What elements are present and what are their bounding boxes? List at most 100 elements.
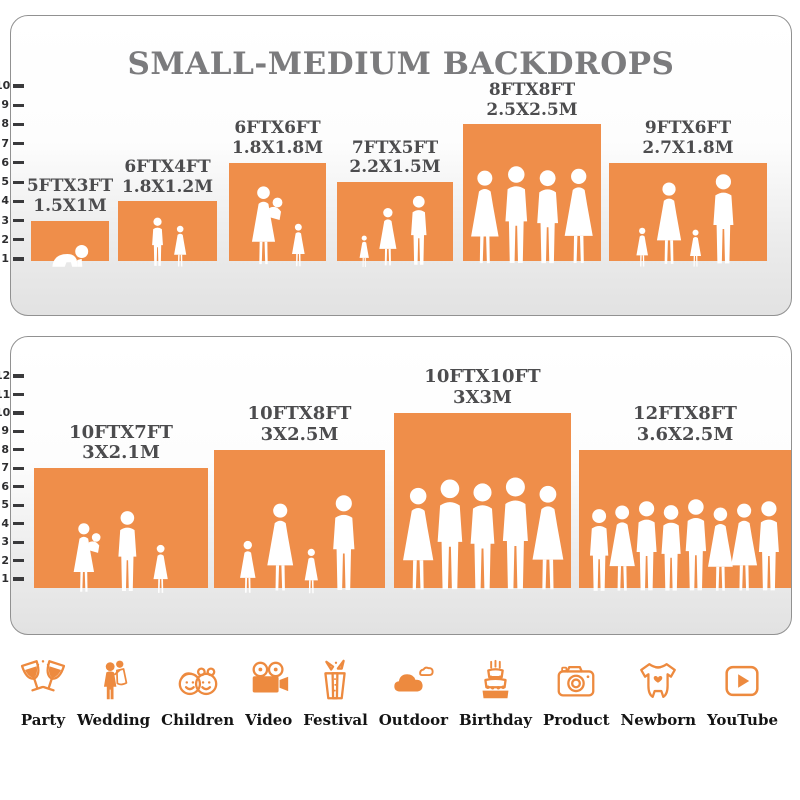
axis-tick-label: 8 [1, 442, 9, 456]
backdrop-size-label: 10FTX10FT 3X3M [424, 366, 541, 409]
people-silhouette [239, 495, 354, 594]
axis-tick-label: 4 [1, 516, 9, 530]
party-icon [20, 652, 66, 704]
backdrop-size-label: 6FTX6FT 1.8X1.8M [231, 118, 324, 159]
product-icon [553, 652, 599, 704]
axis-tick-mark [13, 411, 24, 415]
newborn-icon [635, 652, 681, 704]
category-row: Party Wedding Children Video Festival Outdoor… [0, 652, 800, 729]
axis-tick-label: 11 [0, 387, 11, 401]
axis-tick-label: 10 [0, 405, 11, 419]
axis-tick-mark [13, 466, 24, 470]
people-silhouette [359, 195, 427, 267]
axis-tick-mark [13, 558, 24, 563]
backdrop-size-label: 7FTX5FT 2.2X1.5M [349, 137, 441, 178]
birthday-icon [472, 652, 518, 704]
axis-tick-mark [13, 122, 24, 127]
category-label: Product [542, 711, 610, 729]
axis-tick-mark [13, 180, 24, 184]
axis-tick-mark [13, 161, 24, 165]
video-icon [246, 652, 292, 704]
people-silhouette [251, 186, 305, 267]
backdrop-size-label: 9FTX6FT 2.7X1.8M [642, 118, 734, 159]
axis-tick-label: 1 [1, 572, 9, 585]
people-silhouette [73, 511, 168, 593]
panel-small-medium-top: SMALL-MEDIUM BACKDROPS 1 2 3 4 5 6 7 8 9 10 5FTX3F… [0, 15, 792, 316]
category-item-product: Product [543, 652, 610, 729]
axis-tick-label: 7 [1, 136, 9, 150]
page-title: SMALL-MEDIUM BACKDROPS [127, 46, 675, 82]
axis-tick-label: 2 [1, 232, 9, 246]
people-silhouette [402, 477, 563, 590]
axis-tick-mark [13, 84, 24, 88]
axis-tick-mark [13, 238, 24, 242]
axis-tick-mark [13, 392, 24, 397]
backdrop-bar-5ftx3ft: 5FTX3FT 1.5X1M [27, 176, 113, 267]
category-label: Outdoor [378, 711, 449, 729]
axis-tick-label: 3 [1, 535, 9, 549]
backdrop-bar-6ftx6ft: 6FTX6FT 1.8X1.8M [229, 119, 326, 267]
axis-tick-label: 9 [1, 98, 9, 112]
axis-tick-mark [13, 577, 24, 581]
axis-tick-label: 5 [1, 498, 9, 512]
axis-tick-mark [13, 103, 24, 107]
axis-tick-label: 6 [1, 479, 9, 493]
children-icon [175, 652, 221, 704]
backdrop-bar-7ftx5ft: 7FTX5FT 2.2X1.5M [337, 138, 453, 267]
axis-tick-mark [13, 374, 24, 378]
backdrop-bar-12ftx8ft: 12FTX8FT 3.6X2.5M [579, 403, 791, 591]
axis-tick-label: 8 [1, 117, 9, 131]
people-silhouette [52, 244, 89, 267]
axis-tick-mark [13, 429, 24, 433]
axis-tick-mark [13, 448, 24, 452]
backdrop-bar-10ftx8ft: 10FTX8FT 3X2.5M [214, 403, 385, 594]
axis-tick-label: 7 [1, 461, 9, 475]
category-label: YouTube [706, 711, 778, 729]
axis-tick-label: 10 [0, 79, 11, 93]
festival-icon [312, 652, 358, 704]
category-item-festival: Festival [303, 652, 368, 729]
backdrop-size-label: 6FTX4FT 1.8X1.2M [121, 156, 214, 197]
backdrop-size-label: 12FTX8FT 3.6X2.5M [633, 403, 737, 445]
category-item-party: Party [20, 652, 66, 729]
axis-tick-mark [13, 522, 24, 526]
panel-small-medium-bottom: 12345678910111210FTX7FT3X2.1M10FTX8FT3X2… [0, 336, 792, 635]
backdrop-bar-10ftx7ft: 10FTX7FT 3X2.1M [34, 422, 208, 593]
people-silhouette [471, 166, 593, 264]
axis-tick-mark [13, 142, 24, 146]
axis-tick-mark [13, 540, 24, 544]
axis-tick-mark [13, 199, 24, 203]
axis-tick-mark [13, 503, 24, 507]
axis-tick-label: 3 [1, 213, 9, 227]
axis-tick-mark [13, 485, 24, 489]
axis-tick-label: 4 [1, 194, 9, 208]
youtube-icon [719, 652, 765, 704]
axis-tick-label: 2 [1, 553, 9, 567]
category-label: Party [20, 711, 66, 729]
category-label: Wedding [76, 711, 151, 729]
category-label: Birthday [458, 711, 533, 729]
people-silhouette [589, 499, 779, 591]
axis-tick-mark [13, 218, 24, 223]
category-item-children: Children [161, 652, 234, 729]
people-silhouette [636, 174, 734, 267]
category-item-wedding: Wedding [77, 652, 150, 729]
outdoor-icon [390, 652, 436, 704]
axis-tick-label: 5 [1, 175, 9, 189]
backdrop-size-label: 5FTX3FT 1.5X1M [26, 176, 114, 216]
category-item-newborn: Newborn [621, 652, 696, 729]
category-label: Newborn [620, 711, 697, 729]
category-label: Children [161, 711, 235, 729]
backdrop-bar-6ftx4ft: 6FTX4FT 1.8X1.2M [118, 157, 217, 267]
category-label: Festival [303, 711, 368, 729]
wedding-icon [91, 652, 137, 704]
axis-tick-label: 1 [1, 252, 9, 265]
backdrop-size-label: 8FTX8FT 2.5X2.5M [486, 80, 578, 120]
backdrop-bar-10ftx10ft: 10FTX10FT 3X3M [394, 366, 571, 590]
category-item-birthday: Birthday [459, 652, 532, 729]
axis-tick-label: 12 [0, 369, 11, 383]
axis-tick-mark [13, 257, 24, 261]
backdrop-size-label: 10FTX7FT 3X2.1M [69, 421, 173, 464]
backdrop-size-label: 10FTX8FT 3X2.5M [247, 403, 352, 445]
